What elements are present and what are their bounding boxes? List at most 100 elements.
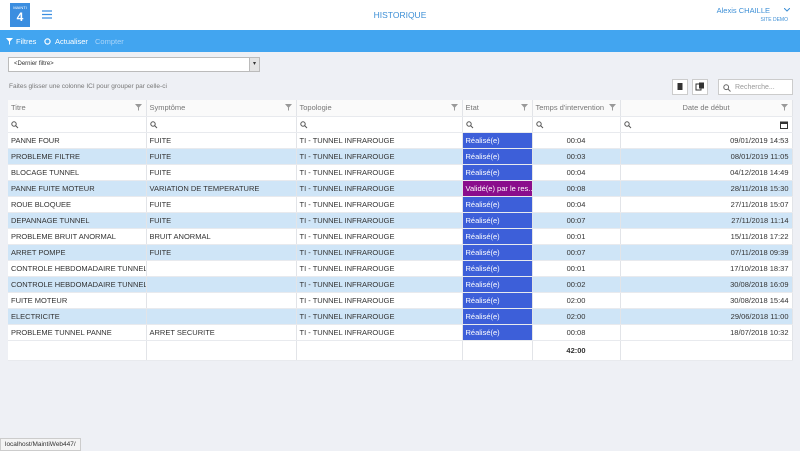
column-filter[interactable]	[462, 116, 533, 133]
column-header[interactable]: Symptôme	[146, 100, 297, 117]
title-cell: DEPANNAGE TUNNEL	[8, 212, 147, 229]
table-row[interactable]: PANNE FOUR FUITE TI - TUNNEL INFRAROUGE Réa…	[8, 132, 793, 149]
filter-search-icon	[149, 120, 157, 128]
filter-search-icon	[465, 120, 473, 128]
time-cell: 00:07	[532, 244, 621, 261]
search-box[interactable]: Recherche...	[718, 79, 793, 95]
time-cell: 00:04	[532, 196, 621, 213]
column-filter-icon[interactable]	[780, 104, 788, 111]
symptom-cell	[146, 260, 297, 277]
date-cell: 08/01/2019 11:05	[620, 148, 793, 165]
calendar-icon[interactable]	[779, 121, 788, 129]
state-cell: Réalisé(e)	[462, 244, 533, 261]
filter-search-icon	[299, 120, 307, 128]
logo[interactable]: MAINTI 4	[10, 3, 30, 27]
date-cell: 07/11/2018 09:39	[620, 244, 793, 261]
filter-select[interactable]: <Dernier filtre> ▾	[8, 57, 260, 72]
topology-cell: TI - TUNNEL INFRAROUGE	[296, 132, 463, 149]
title-cell: ROUE BLOQUEE	[8, 196, 147, 213]
date-cell: 29/06/2018 11:00	[620, 308, 793, 325]
column-filter[interactable]	[296, 116, 463, 133]
column-filter[interactable]	[620, 116, 793, 133]
footer-cell	[8, 340, 147, 361]
export-button[interactable]	[672, 79, 688, 95]
filter-search-icon	[11, 120, 19, 128]
table-row[interactable]: ROUE BLOQUEE FUITE TI - TUNNEL INFRAROUGE R…	[8, 196, 793, 213]
export-icon	[677, 83, 683, 90]
column-filter-icon[interactable]	[450, 104, 458, 111]
table-row[interactable]: PROBLEME TUNNEL PANNE ARRET SECURITE TI - …	[8, 324, 793, 341]
table-row[interactable]: PROBLEME BRUIT ANORMAL BRUIT ANORMAL TI - …	[8, 228, 793, 245]
time-cell: 00:08	[532, 180, 621, 197]
history-table: Titre Symptôme Topologie Etat Temps d'interv…	[8, 100, 793, 361]
state-cell: Réalisé(e)	[462, 132, 533, 149]
time-cell: 00:07	[532, 212, 621, 229]
time-cell: 00:08	[532, 324, 621, 341]
column-header[interactable]: Topologie	[296, 100, 463, 117]
header-row: Titre Symptôme Topologie Etat Temps d'interv…	[8, 100, 793, 117]
column-filter[interactable]	[532, 116, 621, 133]
title-cell: PROBLEME BRUIT ANORMAL	[8, 228, 147, 245]
filter-row	[8, 116, 793, 133]
date-cell: 30/08/2018 16:09	[620, 276, 793, 293]
table-row[interactable]: FUITE MOTEUR TI - TUNNEL INFRAROUGE Réalis…	[8, 292, 793, 309]
toolbar: Filtres Actualiser Compter	[0, 30, 800, 52]
table-row[interactable]: ARRET POMPE FUITE TI - TUNNEL INFRAROUGE Ré…	[8, 244, 793, 261]
table-row[interactable]: DEPANNAGE TUNNEL FUITE TI - TUNNEL INFRARO…	[8, 212, 793, 229]
column-filter[interactable]	[146, 116, 297, 133]
title-cell: FUITE MOTEUR	[8, 292, 147, 309]
topology-cell: TI - TUNNEL INFRAROUGE	[296, 308, 463, 325]
column-filter-icon[interactable]	[520, 104, 528, 111]
date-cell: 09/01/2019 14:53	[620, 132, 793, 149]
topology-cell: TI - TUNNEL INFRAROUGE	[296, 212, 463, 229]
column-header[interactable]: Temps d'intervention	[532, 100, 621, 117]
column-header[interactable]: Titre	[8, 100, 147, 117]
columns-button[interactable]	[692, 79, 708, 95]
state-cell: Réalisé(e)	[462, 276, 533, 293]
state-cell: Validé(e) par le res...	[462, 180, 533, 197]
filters-button[interactable]: Filtres	[16, 37, 37, 46]
menu-button[interactable]	[42, 10, 52, 19]
title-cell: ELECTRICITE	[8, 308, 147, 325]
footer-cell	[146, 340, 297, 361]
column-filter-icon[interactable]	[134, 104, 142, 111]
time-cell: 00:01	[532, 260, 621, 277]
topology-cell: TI - TUNNEL INFRAROUGE	[296, 148, 463, 165]
filter-icon	[6, 38, 13, 45]
footer-cell	[462, 340, 533, 361]
column-filter-icon[interactable]	[608, 104, 616, 111]
symptom-cell	[146, 308, 297, 325]
state-cell: Réalisé(e)	[462, 324, 533, 341]
state-cell: Réalisé(e)	[462, 196, 533, 213]
column-filter[interactable]	[8, 116, 147, 133]
time-cell: 02:00	[532, 308, 621, 325]
table-row[interactable]: PROBLEME FILTRE FUITE TI - TUNNEL INFRAROU…	[8, 148, 793, 165]
table-row[interactable]: BLOCAGE TUNNEL FUITE TI - TUNNEL INFRAROUG…	[8, 164, 793, 181]
refresh-button[interactable]: Actualiser	[55, 37, 88, 46]
topology-cell: TI - TUNNEL INFRAROUGE	[296, 228, 463, 245]
column-filter-icon[interactable]	[284, 104, 292, 111]
column-header[interactable]: Date de début	[620, 100, 793, 117]
page-title: HISTORIQUE	[373, 10, 427, 20]
total-time: 42:00	[532, 340, 621, 361]
user-dropdown[interactable]	[784, 8, 790, 12]
site-name: SITE DEMO	[760, 17, 788, 23]
title-cell: CONTROLE HEBDOMADAIRE TUNNEL	[8, 260, 147, 277]
column-header[interactable]: Etat	[462, 100, 533, 117]
state-cell: Réalisé(e)	[462, 164, 533, 181]
search-icon	[723, 84, 731, 92]
search-placeholder: Recherche...	[735, 84, 775, 91]
symptom-cell: FUITE	[146, 212, 297, 229]
user-name[interactable]: Alexis CHAILLE	[716, 6, 770, 15]
count-button[interactable]: Compter	[95, 37, 124, 46]
table-row[interactable]: CONTROLE HEBDOMADAIRE TUNNEL TI - TUNNEL …	[8, 276, 793, 293]
topology-cell: TI - TUNNEL INFRAROUGE	[296, 292, 463, 309]
time-cell: 00:04	[532, 164, 621, 181]
table-row[interactable]: PANNE FUITE MOTEUR VARIATION DE TEMPERATU…	[8, 180, 793, 197]
symptom-cell: FUITE	[146, 132, 297, 149]
topology-cell: TI - TUNNEL INFRAROUGE	[296, 244, 463, 261]
table-row[interactable]: ELECTRICITE TI - TUNNEL INFRAROUGE Réalisé…	[8, 308, 793, 325]
grid-container: Titre Symptôme Topologie Etat Temps d'interv…	[8, 100, 793, 361]
table-row[interactable]: CONTROLE HEBDOMADAIRE TUNNEL TI - TUNNEL …	[8, 260, 793, 277]
group-hint: Faites glisser une colonne ICI pour grou…	[9, 83, 167, 90]
